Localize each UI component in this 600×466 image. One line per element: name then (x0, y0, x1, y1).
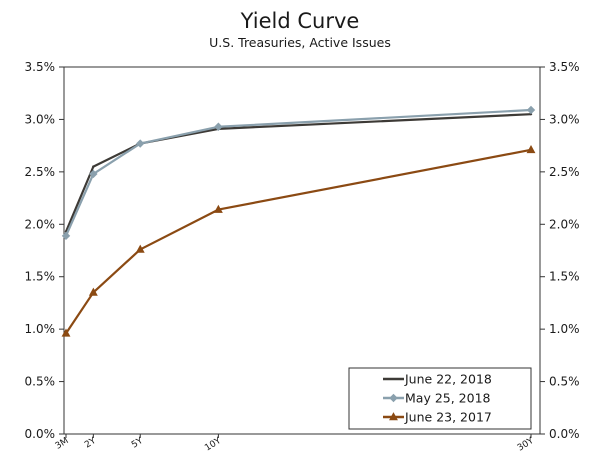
legend-label: June 22, 2018 (404, 372, 492, 387)
y-tick-label-right: 3.5% (549, 60, 580, 74)
series-layer (61, 105, 536, 337)
y-tick-label-right: 1.0% (549, 322, 580, 336)
data-point (92, 165, 95, 168)
data-point (135, 244, 145, 253)
y-tick-label: 0.0% (25, 427, 56, 441)
x-tick-label: 2Y (83, 436, 98, 451)
legend-marker (389, 393, 398, 403)
data-point (526, 105, 536, 115)
data-point (214, 122, 223, 131)
legend: June 22, 2018 May 25, 2018 June 23, 2017 (348, 367, 532, 430)
y-tick-label: 1.5% (25, 270, 56, 284)
y-tick-label: 3.5% (25, 60, 56, 74)
x-tick-label: 3M (54, 436, 71, 452)
series-2 (61, 144, 536, 337)
data-point (136, 139, 145, 148)
series-1 (61, 105, 536, 241)
y-tick-label-right: 2.5% (549, 165, 580, 179)
chart-subtitle: U.S. Treasuries, Active Issues (209, 35, 391, 50)
data-point (89, 169, 98, 179)
data-point (213, 204, 223, 213)
y-tick-label: 1.0% (25, 322, 56, 336)
y-tick-label-right: 1.5% (549, 270, 580, 284)
y-tick-label-right: 3.0% (549, 112, 580, 126)
x-tick-label: 5Y (130, 436, 145, 451)
chart-title: Yield Curve (240, 9, 360, 33)
data-point (61, 231, 71, 241)
x-axis: 3M 2Y 5Y 10Y 30Y (54, 434, 536, 454)
data-point (526, 144, 536, 154)
y-tick-label: 0.5% (25, 375, 56, 389)
legend-box (348, 367, 532, 430)
data-point (61, 328, 71, 337)
left-y-axis: 0.0% 0.5% 1.0% 1.5% 2.0% 2.5% 3.0% 3.5% (25, 60, 64, 441)
legend-marker (389, 412, 398, 421)
y-tick-label: 2.0% (25, 217, 56, 231)
y-tick-label-right: 0.0% (549, 427, 580, 441)
right-y-axis: 0.0% 0.5% 1.0% 1.5% 2.0% 2.5% 3.0% 3.5% (540, 60, 580, 441)
y-tick-label-right: 2.0% (549, 217, 580, 231)
legend-label: June 23, 2017 (404, 410, 492, 425)
legend-label: May 25, 2018 (405, 391, 491, 406)
data-point (88, 287, 98, 296)
y-tick-label-right: 0.5% (549, 375, 580, 389)
y-tick-label: 3.0% (25, 112, 56, 126)
y-tick-label: 2.5% (25, 165, 56, 179)
x-tick-label: 30Y (516, 436, 536, 454)
x-tick-label: 10Y (203, 436, 223, 454)
